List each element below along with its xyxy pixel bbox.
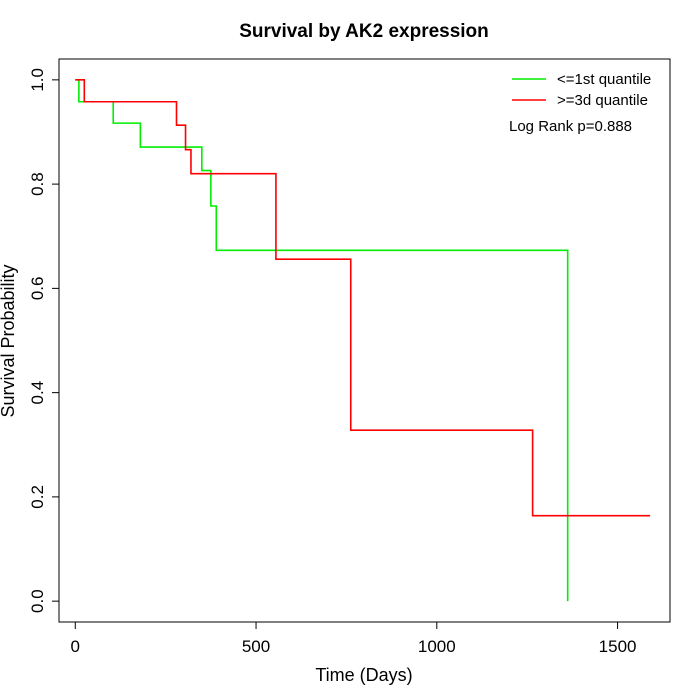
y-tick-label: 0.0 — [28, 589, 47, 613]
y-axis-label: Survival Probability — [0, 264, 18, 417]
x-axis-label: Time (Days) — [315, 665, 412, 685]
y-tick-label: 0.8 — [28, 172, 47, 196]
series-line-high-quantile — [75, 79, 651, 517]
chart-title: Survival by AK2 expression — [239, 21, 489, 42]
x-tick-label: 1500 — [599, 637, 637, 656]
x-axis: 0 500 1000 1500 — [71, 621, 637, 656]
x-tick-label: 1000 — [418, 637, 456, 656]
x-tick-label: 0 — [71, 637, 80, 656]
y-tick-label: 0.2 — [28, 485, 47, 509]
y-axis: 0.0 0.2 0.4 0.6 0.8 1.0 — [28, 68, 60, 613]
y-tick-label: 1.0 — [28, 68, 47, 92]
series-layer — [75, 79, 651, 602]
legend: <=1st quantile >=3d quantile — [512, 71, 651, 109]
y-tick-label: 0.6 — [28, 277, 47, 301]
plot-frame — [58, 58, 671, 623]
log-rank-annotation: Log Rank p=0.888 — [509, 118, 632, 135]
x-tick-label: 500 — [242, 637, 270, 656]
series-line-low-quantile — [75, 79, 569, 602]
legend-label: <=1st quantile — [557, 71, 651, 88]
y-tick-label: 0.4 — [28, 381, 47, 405]
legend-label: >=3d quantile — [557, 92, 648, 109]
